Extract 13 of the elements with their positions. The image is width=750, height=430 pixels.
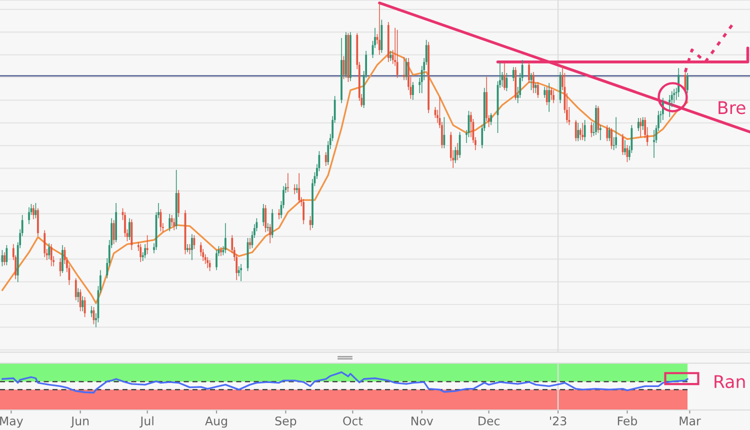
- x-tick-label: Jun: [70, 416, 89, 428]
- x-tick-label: Aug: [205, 416, 227, 428]
- x-tick-label: Jul: [140, 416, 154, 428]
- x-tick-label: Feb: [618, 416, 638, 426]
- x-tick-label: Oct: [343, 416, 363, 426]
- x-tick-label: Dec: [478, 416, 500, 426]
- x-tick-label: Mar: [680, 416, 701, 426]
- x-tick-label: Nov: [412, 416, 434, 426]
- annotation: Ran: [714, 375, 745, 388]
- x-tick-label: '23: [550, 416, 566, 426]
- x-tick-label: May: [0, 416, 24, 428]
- x-tick-label: Sep: [275, 416, 296, 428]
- annotation: Bre: [718, 101, 746, 114]
